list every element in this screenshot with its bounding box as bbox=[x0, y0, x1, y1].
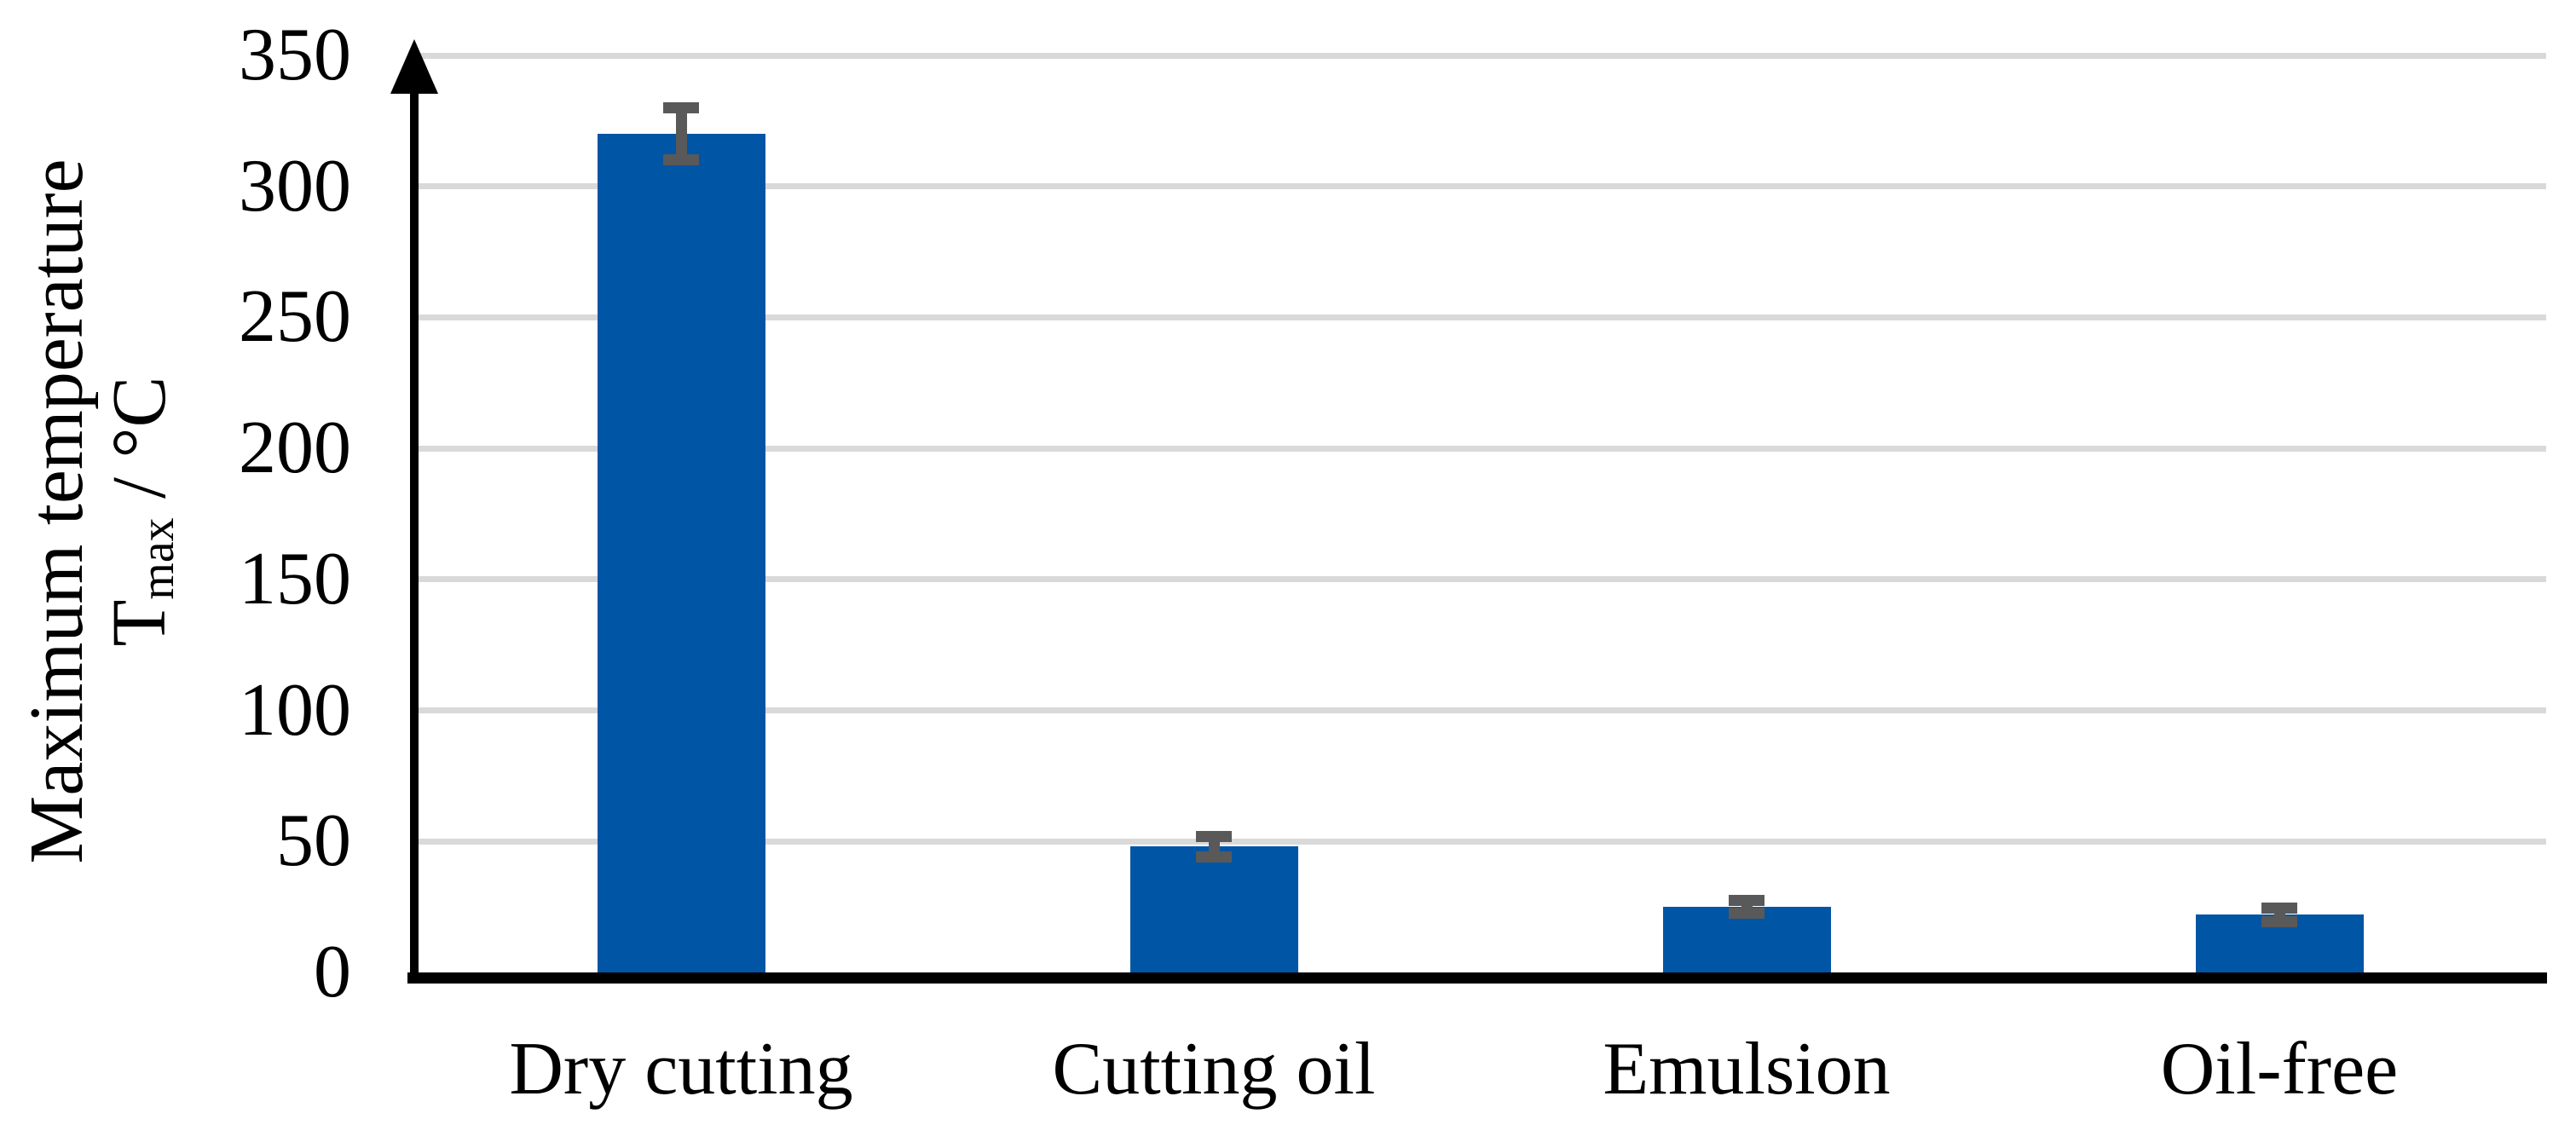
gridline-250 bbox=[418, 314, 2546, 320]
y-axis-arrow-icon bbox=[390, 39, 438, 94]
x-label-oil-free: Oil-free bbox=[2160, 1028, 2399, 1111]
gridline-350 bbox=[418, 53, 2546, 59]
y-axis-line bbox=[410, 85, 419, 984]
x-label-cutting-oil: Cutting oil bbox=[1052, 1028, 1376, 1111]
y-tick-label-100: 100 bbox=[239, 669, 351, 752]
y-tick-label-0: 0 bbox=[314, 931, 351, 1013]
error-cap-bottom-cutting-oil bbox=[1196, 851, 1232, 862]
gridline-50 bbox=[418, 839, 2546, 845]
gridline-150 bbox=[418, 576, 2546, 582]
y-tick-label-50: 50 bbox=[276, 799, 351, 882]
x-axis-line bbox=[407, 972, 2547, 984]
error-cap-bottom-dry-cutting bbox=[663, 154, 699, 165]
error-cap-top-cutting-oil bbox=[1196, 831, 1232, 842]
y-tick-label-300: 300 bbox=[239, 145, 351, 228]
x-label-dry-cutting: Dry cutting bbox=[509, 1028, 853, 1111]
error-whisker-dry-cutting bbox=[676, 107, 687, 159]
x-label-emulsion: Emulsion bbox=[1603, 1028, 1891, 1111]
bar-cutting-oil bbox=[1130, 846, 1298, 972]
gridline-100 bbox=[418, 707, 2546, 713]
gridline-300 bbox=[418, 183, 2546, 189]
error-cap-bottom-emulsion bbox=[1729, 908, 1765, 919]
y-tick-label-150: 150 bbox=[239, 538, 351, 620]
y-tick-label-350: 350 bbox=[239, 14, 351, 96]
error-cap-bottom-oil-free bbox=[2261, 916, 2297, 927]
y-axis-title-line1: Maximum temperature bbox=[14, 159, 99, 864]
error-cap-top-emulsion bbox=[1729, 895, 1765, 906]
y-tick-label-250: 250 bbox=[239, 275, 351, 358]
bar-dry-cutting bbox=[598, 134, 765, 972]
error-cap-top-oil-free bbox=[2261, 903, 2297, 914]
y-tick-label-200: 200 bbox=[239, 407, 351, 489]
gridline-200 bbox=[418, 446, 2546, 452]
error-cap-top-dry-cutting bbox=[663, 102, 699, 113]
